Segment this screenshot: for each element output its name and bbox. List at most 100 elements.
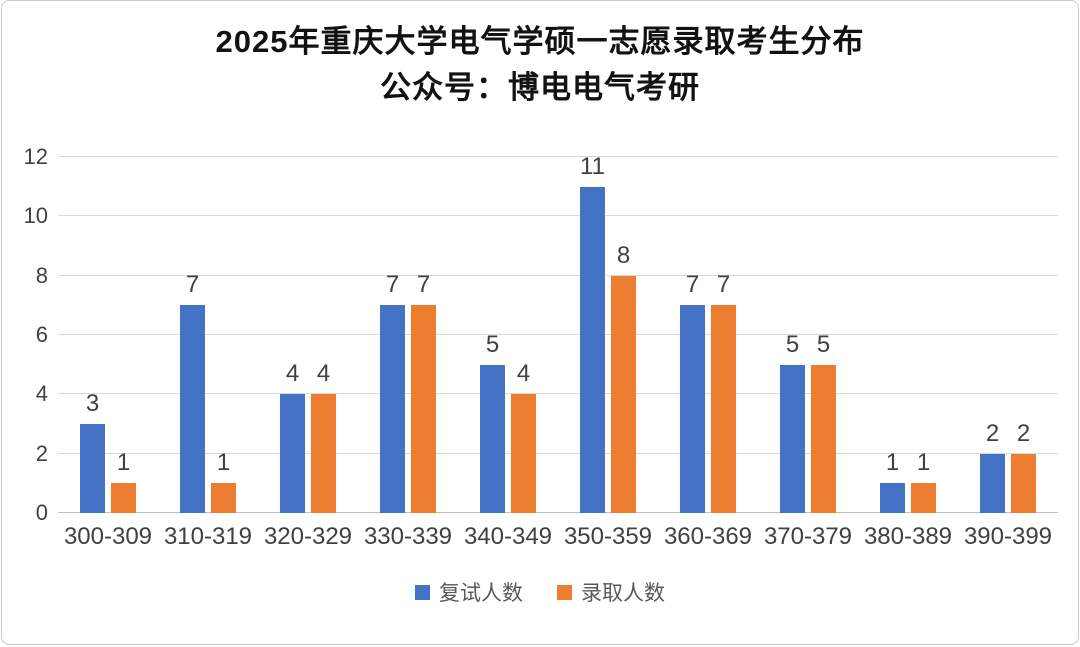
bar-value-label: 1 — [116, 449, 131, 477]
x-axis-label: 300-309 — [63, 523, 153, 550]
bar-value-label: 7 — [716, 271, 731, 299]
y-axis-tick-label: 2 — [35, 440, 48, 466]
y-axis-tick-label: 8 — [35, 262, 48, 288]
bar-value-label: 5 — [485, 330, 500, 358]
bar-value-label: 8 — [616, 241, 631, 269]
x-axis-label: 370-379 — [763, 523, 853, 550]
bar-value-label: 4 — [285, 360, 300, 388]
bar-series-1: 2 — [980, 421, 1005, 513]
legend-swatch-icon — [557, 584, 572, 600]
bar-series-2: 1 — [911, 451, 936, 513]
chart-subtitle: 公众号：博电电气考研 — [380, 70, 700, 105]
bar-value-label: 2 — [1016, 419, 1031, 447]
bar-series-2: 7 — [411, 273, 436, 513]
title-block: 2025年重庆大学电气学硕一志愿录取考生分布 公众号：博电电气考研 — [2, 1, 1078, 111]
legend-label: 录取人数 — [581, 582, 665, 605]
bar-value-label: 3 — [85, 390, 100, 417]
x-axis: 300-309 310-319 320-329 330-339 340-349 350-3… — [58, 523, 1058, 551]
x-axis-label: 350-359 — [563, 523, 653, 550]
gridline — [58, 334, 1058, 335]
bar-value-label: 7 — [416, 271, 431, 299]
gridline — [58, 215, 1058, 217]
x-axis-label: 340-349 — [463, 523, 553, 550]
bar-value-label: 11 — [580, 152, 605, 180]
bar-columns: 3 1 7 1 4 4 7 7 5 4 11 8 7 7 5 5 1 1 2 2 — [58, 154, 1058, 513]
bar-value-label: 7 — [685, 271, 700, 299]
x-axis-label: 320-329 — [263, 523, 353, 550]
bar-value-label: 7 — [385, 271, 400, 299]
bar-series-2: 1 — [111, 451, 136, 513]
bar-series-2: 7 — [711, 273, 736, 513]
y-axis-tick-label: 0 — [35, 500, 48, 525]
bar-value-label: 5 — [785, 330, 800, 358]
bar-value-label: 5 — [816, 330, 831, 358]
x-axis-label: 390-399 — [963, 523, 1053, 550]
bar-series-2: 8 — [611, 243, 636, 513]
bar-value-label: 1 — [885, 449, 900, 477]
bar-series-1: 5 — [480, 332, 505, 513]
bar-series-2: 2 — [1011, 421, 1036, 513]
gridlines — [58, 156, 1058, 513]
x-axis-label: 330-339 — [363, 523, 453, 550]
x-axis-label: 310-319 — [163, 523, 253, 550]
bar-series-2: 4 — [511, 362, 536, 513]
bar-value-label: 4 — [516, 360, 531, 388]
x-axis-label: 380-389 — [863, 523, 953, 550]
y-axis-tick-label: 4 — [35, 381, 48, 407]
bar-series-2: 5 — [811, 332, 836, 513]
chart-title: 2025年重庆大学电气学硕一志愿录取考生分布 — [215, 24, 865, 59]
gridline — [58, 156, 1058, 157]
legend-swatch-icon — [415, 584, 430, 600]
bar-series-2: 1 — [211, 451, 236, 513]
bar-series-1: 7 — [380, 273, 405, 513]
bar-series-1: 5 — [780, 332, 805, 513]
bar-value-label: 1 — [916, 449, 931, 477]
bar-series-1: 7 — [680, 273, 705, 513]
bar-chart: 0 2 4 6 8 10 12 3 1 7 1 4 4 7 7 5 4 11 8 7 7 5 5 1 1 2 2 300-309 3… — [2, 146, 1078, 551]
bar-series-2: 4 — [311, 362, 336, 513]
gridline — [58, 393, 1058, 395]
bar-series-1: 11 — [580, 154, 605, 513]
bar-pair: 11 8 — [580, 154, 636, 513]
y-axis-tick-label: 6 — [35, 322, 48, 347]
bar-series-1: 1 — [880, 451, 905, 513]
x-axis-label: 360-369 — [663, 523, 753, 550]
y-axis-tick-label: 12 — [23, 144, 48, 169]
legend-item: 复试人数 — [415, 577, 523, 607]
x-axis-baseline — [58, 512, 1058, 513]
category-group: 11 8 — [580, 154, 636, 513]
gridline — [58, 452, 1058, 454]
plot-area: 3 1 7 1 4 4 7 7 5 4 11 8 7 7 5 5 1 1 2 2 300-309 310-319 320-… — [58, 154, 1058, 551]
bar-value-label: 4 — [316, 360, 331, 388]
bar-series-1: 3 — [80, 392, 105, 513]
bar-value-label: 1 — [216, 449, 231, 477]
bar-series-1: 7 — [180, 273, 205, 513]
legend: 复试人数 录取人数 — [2, 577, 1078, 607]
legend-item: 录取人数 — [557, 577, 665, 607]
bar-value-label: 2 — [985, 419, 1000, 447]
gridline — [58, 274, 1058, 276]
y-axis: 0 2 4 6 8 10 12 — [12, 146, 58, 524]
bar-value-label: 7 — [185, 271, 200, 299]
y-axis-tick-label: 10 — [23, 203, 48, 229]
bar-series-1: 4 — [280, 362, 305, 513]
